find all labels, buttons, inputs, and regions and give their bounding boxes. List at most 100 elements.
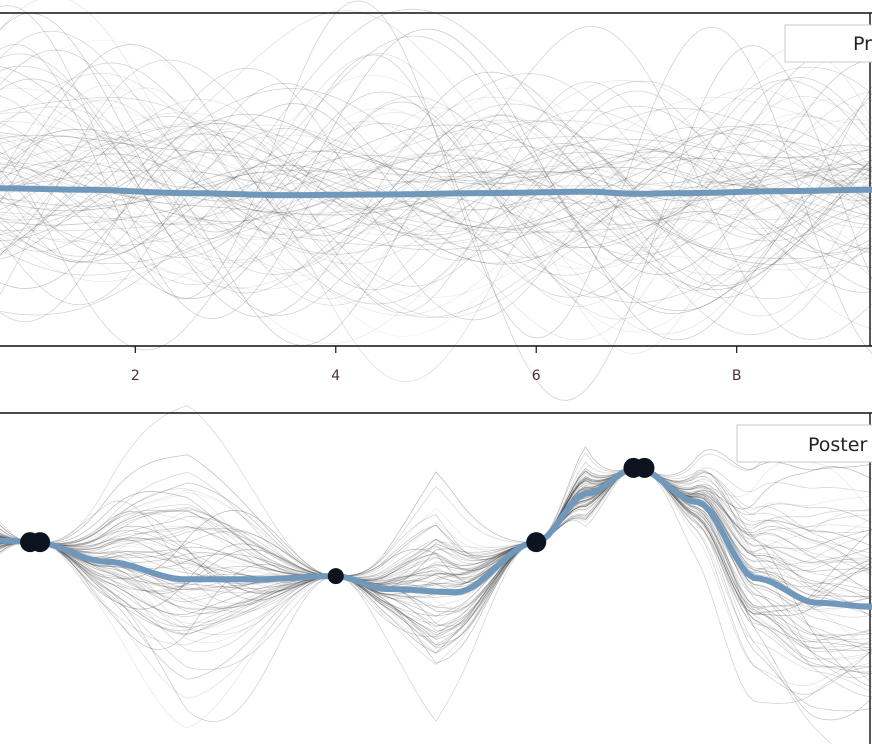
posterior-sample-line [0, 467, 872, 608]
posterior-sample-line [0, 405, 872, 577]
posterior-sample-line [0, 446, 872, 577]
prior-sample-line [0, 62, 872, 305]
posterior-legend-box [736, 424, 872, 463]
prior-sample-line [0, 88, 872, 304]
prior-sample-line [0, 139, 872, 261]
prior-sample-line [0, 149, 872, 276]
prior-sample-lines [0, 0, 872, 401]
prior-sample-line [0, 134, 872, 258]
prior-sample-line [0, 87, 872, 298]
posterior-sample-line [0, 467, 872, 577]
prior-sample-line [0, 30, 872, 279]
prior-sample-line [0, 119, 872, 232]
posterior-sample-line [0, 467, 872, 699]
posterior-sample-line [0, 467, 872, 688]
prior-sample-line [0, 81, 872, 314]
prior-x-ticks: 2 4 6 B [131, 346, 742, 384]
posterior-sample-line [0, 467, 872, 606]
prior-sample-line [0, 150, 872, 242]
posterior-sample-line [0, 467, 872, 582]
prior-sample-line [0, 112, 872, 275]
prior-legend-box [784, 24, 872, 63]
posterior-sample-line [0, 467, 872, 721]
posterior-sample-line [0, 467, 872, 660]
prior-sample-line [0, 162, 872, 222]
posterior-sample-line [0, 467, 872, 581]
posterior-sample-line [0, 467, 872, 635]
prior-sample-line [0, 125, 872, 258]
prior-sample-line [0, 115, 872, 291]
posterior-sample-line [0, 467, 872, 627]
prior-sample-line [0, 87, 872, 300]
prior-sample-line [0, 123, 872, 255]
posterior-sample-line [0, 467, 872, 586]
posterior-sample-line [0, 467, 872, 587]
posterior-sample-line [0, 467, 872, 578]
posterior-sample-line [0, 467, 872, 594]
posterior-sample-line [0, 467, 872, 643]
prior-sample-line [0, 99, 872, 306]
prior-sample-line [0, 98, 872, 317]
prior-sample-line [0, 105, 872, 287]
posterior-sample-line [0, 467, 832, 744]
prior-sample-line [0, 129, 872, 240]
posterior-sample-line [0, 467, 872, 603]
prior-sample-line [0, 67, 872, 321]
prior-sample-line [0, 160, 872, 251]
prior-sample-line [0, 113, 872, 291]
prior-sample-line [0, 80, 872, 282]
prior-sample-line [0, 45, 872, 401]
posterior-sample-lines [0, 405, 872, 744]
prior-panel: 2 4 6 B Pr [0, 0, 872, 401]
posterior-sample-line [0, 467, 872, 646]
prior-sample-line [0, 71, 872, 318]
posterior-sample-line [0, 467, 872, 616]
prior-sample-line [0, 53, 872, 320]
prior-sample-line [0, 155, 872, 226]
prior-sample-line [0, 47, 872, 307]
posterior-sample-line [0, 461, 872, 679]
prior-sample-line [0, 47, 872, 346]
prior-sample-line [0, 65, 872, 265]
prior-sample-line [0, 112, 872, 254]
posterior-sample-line [0, 467, 872, 695]
posterior-sample-line [0, 467, 872, 673]
prior-sample-line [0, 48, 872, 345]
prior-sample-line [0, 28, 872, 314]
posterior-legend: Poster [736, 424, 872, 463]
prior-sample-line [0, 88, 872, 264]
posterior-sample-line [0, 467, 872, 586]
prior-legend-label: Pr [853, 33, 872, 55]
posterior-sample-line [0, 467, 872, 589]
posterior-sample-line [0, 467, 872, 578]
prior-sample-line [0, 128, 872, 255]
posterior-sample-line [0, 467, 872, 589]
posterior-sample-line [0, 467, 872, 722]
prior-sample-line [0, 72, 872, 265]
prior-sample-line [0, 111, 872, 240]
posterior-sample-line [0, 467, 872, 584]
x-tick-label: B [732, 368, 742, 384]
posterior-sample-line [0, 467, 872, 712]
posterior-sample-line [0, 467, 872, 693]
posterior-sample-line [0, 467, 872, 577]
posterior-sample-line [0, 467, 872, 605]
prior-sample-line [0, 8, 872, 316]
posterior-legend-label: Poster [808, 434, 867, 456]
prior-sample-line [0, 0, 872, 354]
prior-sample-line [0, 137, 872, 221]
posterior-sample-line [0, 467, 872, 633]
prior-sample-line [0, 124, 872, 265]
prior-sample-line [0, 74, 872, 333]
posterior-sample-line [0, 467, 872, 654]
prior-sample-line [0, 122, 872, 258]
posterior-sample-line [0, 467, 872, 598]
observation-point [526, 532, 547, 553]
posterior-sample-line [0, 467, 872, 581]
posterior-sample-line [0, 467, 872, 577]
posterior-sample-line [0, 467, 872, 669]
prior-sample-line [0, 157, 872, 229]
posterior-sample-line [0, 467, 872, 606]
prior-sample-line [0, 96, 872, 285]
posterior-sample-line [0, 467, 872, 649]
